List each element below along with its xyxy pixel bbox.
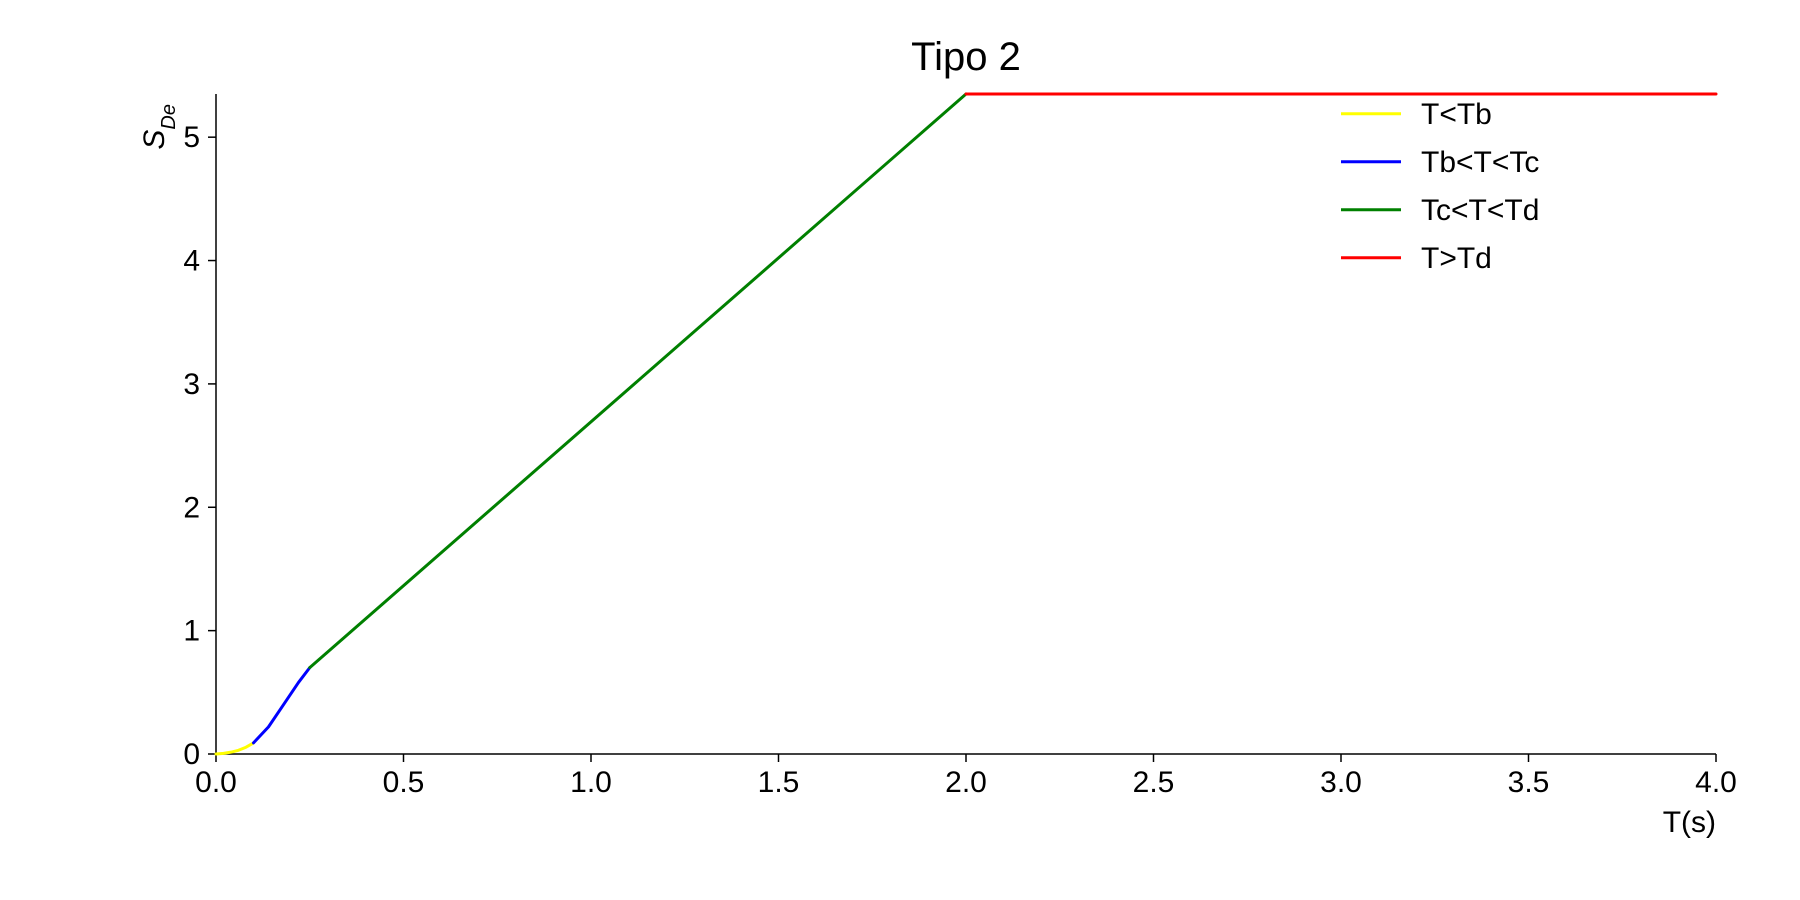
chart-svg: 0.0 0.5 1.0 1.5 2.0 2.5 3.0 3.5 4.0 0 1 2 3 4 5 Tipo 2 T… (0, 0, 1800, 900)
x-tick-label: 3.5 (1508, 766, 1550, 799)
x-axis-label: T(s) (1663, 806, 1716, 839)
y-tick-label: 5 (183, 121, 200, 154)
y-tick-label: 0 (183, 738, 200, 771)
legend-label: T<Tb (1421, 98, 1492, 131)
legend-label: Tc<T<Td (1421, 194, 1539, 227)
x-tick-label: 4.0 (1695, 766, 1737, 799)
chart-title: Tipo 2 (911, 35, 1021, 79)
chart-background (0, 0, 1800, 900)
legend-label: Tb<T<Tc (1421, 146, 1539, 179)
x-tick-label: 1.5 (758, 766, 800, 799)
legend-label: T>Td (1421, 242, 1492, 275)
y-tick-label: 2 (183, 491, 200, 524)
y-tick-label: 1 (183, 615, 200, 648)
x-tick-label: 0.0 (195, 766, 237, 799)
x-tick-label: 3.0 (1320, 766, 1362, 799)
x-tick-label: 2.0 (945, 766, 987, 799)
y-tick-label: 3 (183, 368, 200, 401)
chart-container: 0.0 0.5 1.0 1.5 2.0 2.5 3.0 3.5 4.0 0 1 2 3 4 5 Tipo 2 T… (0, 0, 1800, 900)
x-tick-label: 1.0 (570, 766, 612, 799)
y-tick-label: 4 (183, 245, 200, 278)
x-tick-label: 0.5 (383, 766, 425, 799)
x-tick-label: 2.5 (1133, 766, 1175, 799)
